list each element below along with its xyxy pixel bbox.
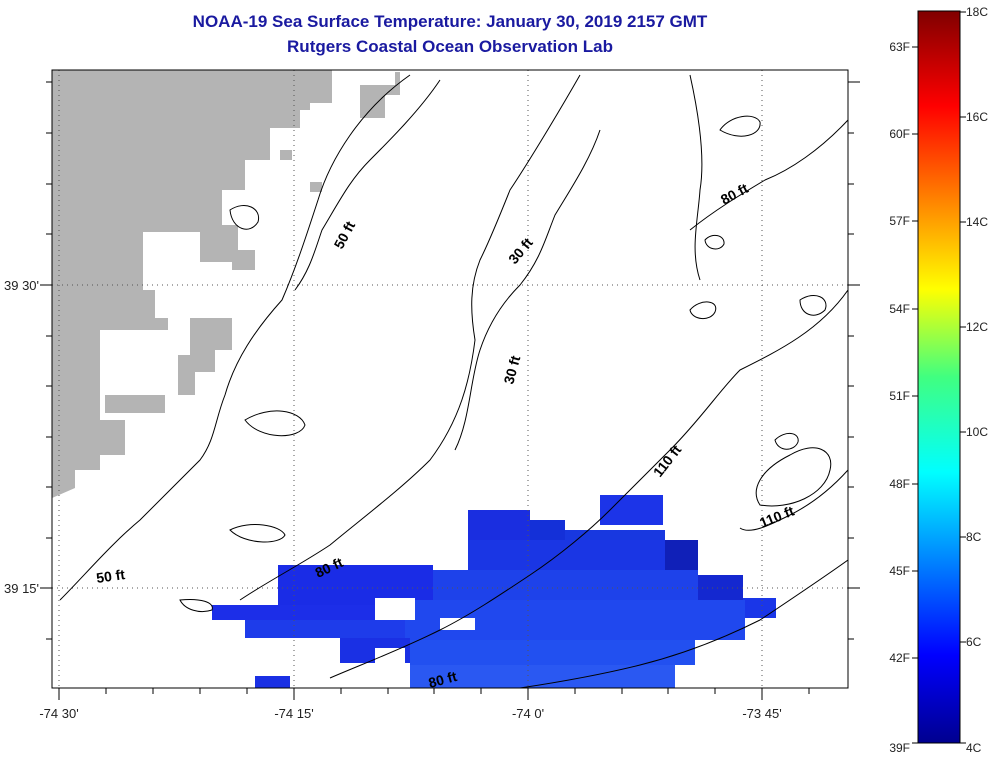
lon-label: -74 0' [512, 706, 544, 721]
map-subtitle: Rutgers Coastal Ocean Observation Lab [287, 37, 613, 56]
depth-label: 50 ft [95, 566, 126, 586]
colorbar-fahrenheit-label: 54F [889, 302, 910, 316]
colorbar-fahrenheit-label: 42F [889, 651, 910, 665]
depth-contours [59, 74, 848, 688]
land-patch-north [360, 72, 400, 118]
lat-label: 39 30' [4, 278, 39, 293]
colorbar-celsius-label: 4C [966, 741, 982, 755]
land-patch-small [280, 150, 292, 160]
colorbar-celsius-label: 18C [966, 5, 988, 19]
land-patch-small [310, 182, 322, 192]
colorbar-celsius-label: 6C [966, 635, 982, 649]
colorbar-celsius-label: 8C [966, 530, 982, 544]
colorbar-fahrenheit-label: 51F [889, 389, 910, 403]
depth-label: 80 ft [427, 668, 459, 691]
colorbar-fahrenheit-label: 39F [889, 741, 910, 755]
axis-ticks [40, 81, 860, 700]
depth-label: 30 ft [500, 354, 523, 386]
colorbar-celsius-label: 10C [966, 425, 988, 439]
sst-data-region [212, 495, 776, 688]
colorbar-fahrenheit-label: 60F [889, 127, 910, 141]
land-patch-barrier [178, 318, 232, 395]
lon-label: -74 30' [39, 706, 78, 721]
colorbar-celsius-label: 12C [966, 320, 988, 334]
colorbar-fahrenheit-label: 48F [889, 477, 910, 491]
colorbar-celsius-label: 16C [966, 110, 988, 124]
lon-label: -74 15' [274, 706, 313, 721]
colorbar-fahrenheit-label: 63F [889, 40, 910, 54]
map-graticule [52, 70, 848, 688]
colorbar-fahrenheit-label: 45F [889, 564, 910, 578]
map-title: NOAA-19 Sea Surface Temperature: January… [192, 12, 708, 31]
land-mass [52, 70, 332, 498]
colorbar-fahrenheit-label: 57F [889, 214, 910, 228]
temperature-colorbar [917, 10, 961, 744]
colorbar-celsius-label: 14C [966, 215, 988, 229]
land-patch-small [105, 395, 165, 413]
lon-label: -73 45' [742, 706, 781, 721]
colorbar-ticks [912, 11, 966, 744]
lat-label: 39 15' [4, 581, 39, 596]
map-border [51, 69, 849, 689]
